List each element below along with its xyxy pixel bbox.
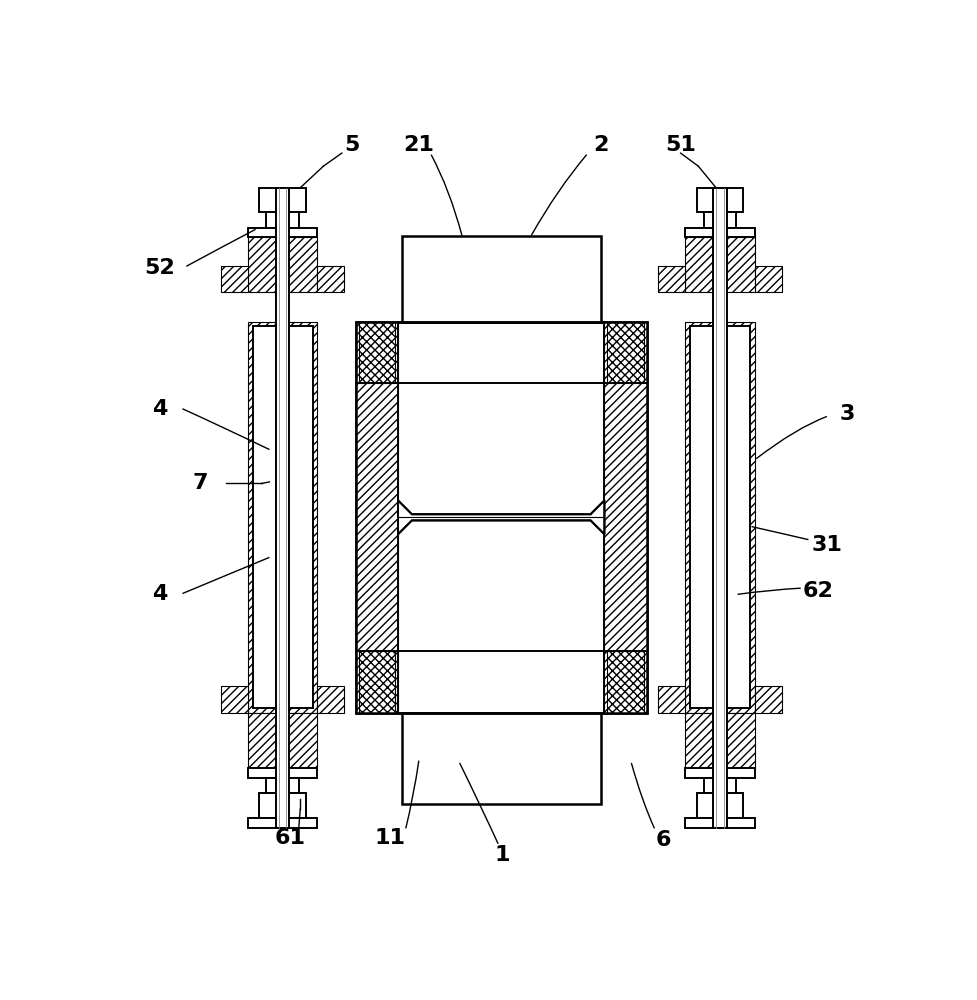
Bar bbox=[359, 651, 395, 713]
Bar bbox=[402, 713, 600, 804]
Text: 62: 62 bbox=[801, 581, 832, 601]
Text: 51: 51 bbox=[664, 135, 696, 155]
Polygon shape bbox=[398, 500, 604, 534]
Bar bbox=[317, 266, 344, 292]
Bar bbox=[221, 686, 247, 713]
Bar bbox=[696, 793, 743, 818]
Bar bbox=[685, 237, 754, 292]
Text: 52: 52 bbox=[145, 258, 175, 278]
Bar bbox=[607, 651, 643, 713]
Bar bbox=[712, 188, 726, 828]
Bar bbox=[604, 322, 646, 713]
Bar bbox=[754, 686, 781, 713]
Bar bbox=[356, 322, 646, 713]
Text: 5: 5 bbox=[344, 135, 360, 155]
Bar bbox=[356, 322, 398, 713]
Bar bbox=[247, 322, 317, 713]
Bar bbox=[685, 322, 754, 713]
Text: 61: 61 bbox=[275, 828, 306, 848]
Bar bbox=[703, 778, 736, 793]
Text: 2: 2 bbox=[592, 135, 608, 155]
Bar bbox=[266, 212, 298, 228]
Text: 1: 1 bbox=[493, 845, 509, 865]
Bar bbox=[703, 212, 736, 228]
Bar bbox=[247, 228, 317, 237]
Bar bbox=[685, 713, 754, 768]
Bar bbox=[317, 686, 344, 713]
Bar bbox=[658, 686, 685, 713]
Bar bbox=[276, 188, 289, 828]
Text: 3: 3 bbox=[838, 404, 854, 424]
Bar bbox=[356, 322, 646, 713]
Bar bbox=[259, 188, 306, 212]
Bar bbox=[247, 768, 317, 778]
Text: 6: 6 bbox=[656, 830, 671, 850]
Bar bbox=[754, 266, 781, 292]
Bar bbox=[685, 818, 754, 828]
Bar bbox=[252, 326, 313, 708]
Bar bbox=[359, 322, 395, 383]
Bar bbox=[696, 188, 743, 212]
Text: 4: 4 bbox=[151, 584, 167, 604]
Bar bbox=[266, 778, 298, 793]
Bar bbox=[689, 326, 749, 708]
Bar bbox=[685, 768, 754, 778]
Bar bbox=[685, 228, 754, 237]
Bar bbox=[607, 322, 643, 383]
Bar bbox=[247, 237, 317, 292]
Bar bbox=[247, 818, 317, 828]
Text: 31: 31 bbox=[811, 535, 841, 555]
Bar bbox=[402, 235, 600, 322]
Bar bbox=[221, 266, 247, 292]
Text: 7: 7 bbox=[192, 473, 208, 493]
Text: 21: 21 bbox=[403, 135, 434, 155]
Bar bbox=[658, 266, 685, 292]
Text: 11: 11 bbox=[374, 828, 405, 848]
Text: 4: 4 bbox=[151, 399, 167, 419]
Bar bbox=[259, 793, 306, 818]
Bar bbox=[247, 713, 317, 768]
